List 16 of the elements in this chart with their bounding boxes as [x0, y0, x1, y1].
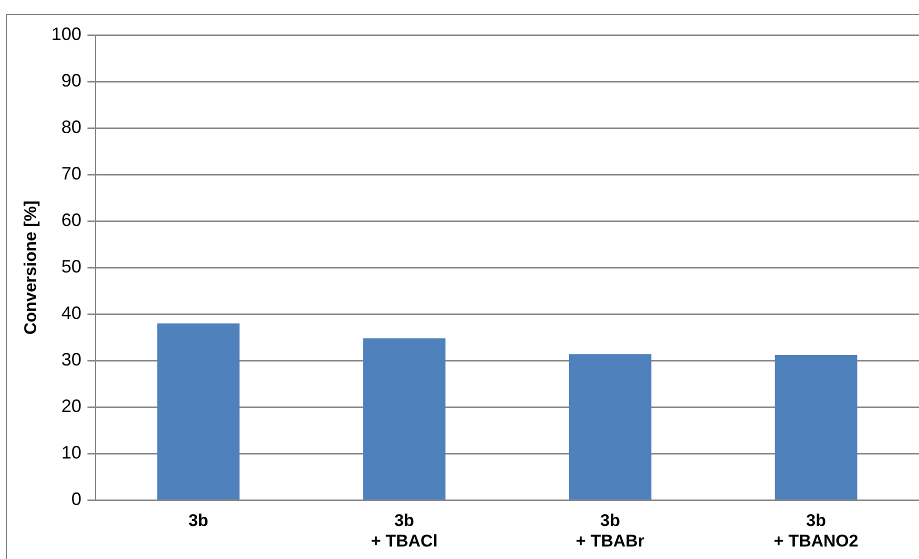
y-tick-label: 70: [61, 164, 82, 184]
y-tick-label: 10: [61, 442, 82, 463]
y-tick-label: 50: [61, 256, 82, 277]
x-tick-label: 3b + TBACl: [370, 511, 438, 550]
x-tick-label: 3b: [188, 511, 208, 530]
y-tick-label: 100: [51, 24, 82, 44]
y-tick-label: 80: [61, 117, 82, 138]
y-tick-label: 20: [61, 396, 82, 416]
y-tick-label: 0: [71, 489, 82, 510]
x-tick-label: 3b + TBABr: [576, 511, 645, 550]
y-tick-label: 40: [61, 303, 82, 324]
y-axis-title: Conversione [%]: [20, 200, 40, 335]
y-tick-label: 30: [61, 350, 82, 370]
y-tick-label: 60: [61, 210, 82, 230]
y-tick-label: 90: [61, 70, 82, 90]
x-tick-label: 3b + TBANO2: [774, 511, 858, 550]
